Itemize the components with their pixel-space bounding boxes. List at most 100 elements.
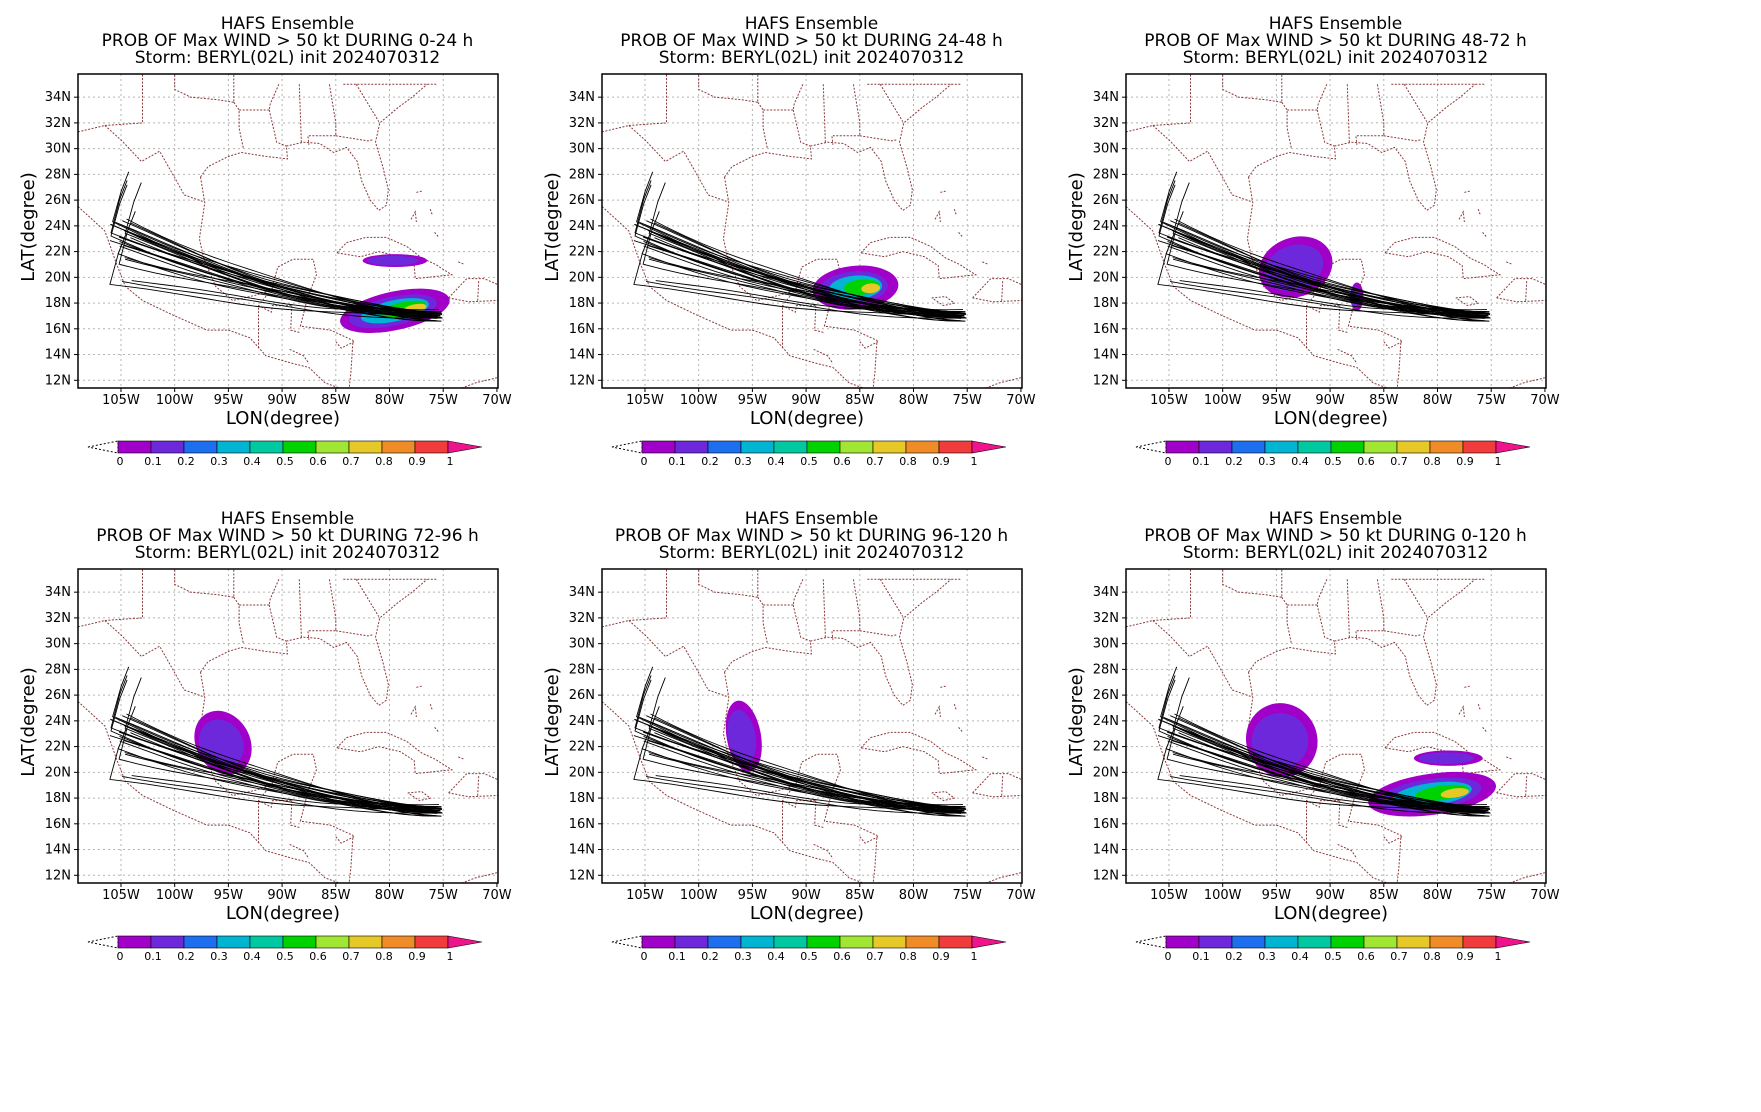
x-axis-label: LON(degree) (226, 903, 340, 924)
lat-tick-label: 24N (1093, 219, 1119, 234)
colorbar-label: 0.2 (701, 455, 719, 468)
coastline (434, 726, 440, 733)
colorbar-swatch (1297, 440, 1332, 454)
coastline (1308, 282, 1326, 304)
lat-tick-label: 32N (45, 116, 71, 131)
colorbar-label: 0.2 (1225, 950, 1243, 963)
map-panel-48-72: HAFS Ensemble PROB OF Max WIND > 50 kt DU… (1048, 0, 1635, 556)
colorbar-label: 0.5 (276, 455, 294, 468)
coastline (722, 671, 878, 883)
coastline (289, 843, 310, 859)
panel-subtitle: PROB OF Max WIND > 50 kt DURING 96-120 h (614, 526, 1009, 546)
colorbar-swatch (707, 440, 742, 454)
lon-tick-label: 85W (845, 888, 875, 903)
colorbar-swatch (150, 440, 185, 454)
ensemble-track (641, 748, 961, 817)
lat-tick-label: 32N (45, 611, 71, 626)
coastline (268, 604, 287, 642)
lat-tick-label: 22N (569, 245, 595, 260)
coastline (1477, 208, 1481, 216)
colorbar-label: 0 (117, 455, 124, 468)
lat-tick-label: 24N (45, 219, 71, 234)
coastline (1222, 569, 1282, 598)
coastline (298, 84, 302, 144)
coastline (298, 579, 302, 639)
coastline (1482, 726, 1488, 733)
ensemble-track (1179, 280, 1490, 314)
coastline (934, 705, 941, 718)
ensemble-track (124, 677, 442, 817)
lat-tick-label: 26N (569, 193, 595, 208)
y-axis-label: LAT(degree) (18, 172, 39, 281)
colorbar-label: 0.2 (1225, 455, 1243, 468)
ensemble-track (120, 224, 439, 312)
coastline (1152, 569, 1191, 621)
panel-storm: Storm: BERYL(02L) init 2024070312 (1182, 48, 1489, 68)
coastline (477, 281, 480, 302)
coastline (792, 84, 804, 111)
colorbar-swatch (839, 935, 874, 949)
map-panel-96-120: HAFS Ensemble PROB OF Max WIND > 50 kt DU… (524, 495, 1111, 1051)
coastline (757, 597, 768, 644)
colorbar-swatch (773, 935, 808, 949)
lat-tick-label: 32N (1093, 116, 1119, 131)
coastline (1455, 296, 1480, 307)
prob-area-inner (727, 709, 757, 764)
coastline (290, 305, 301, 334)
colorbar-label: 0.5 (1324, 950, 1342, 963)
panel-storm: Storm: BERYL(02L) init 2024070312 (658, 543, 965, 563)
coastline (822, 84, 826, 144)
colorbar-label: 0.9 (1456, 950, 1474, 963)
coastline (1001, 776, 1004, 797)
lat-tick-label: 28N (45, 167, 71, 182)
coastline (859, 341, 879, 349)
coastline (233, 102, 244, 149)
lat-tick-label: 24N (1093, 714, 1119, 729)
colorbar-low-arrow (1135, 440, 1167, 454)
coastline (602, 620, 630, 628)
y-axis-label: LAT(degree) (542, 667, 563, 776)
coastline (859, 836, 879, 844)
colorbar-label: 0 (117, 950, 124, 963)
x-axis-label: LON(degree) (750, 408, 864, 429)
coastline (1308, 777, 1326, 799)
lon-tick-label: 100W (1204, 888, 1242, 903)
coastline (1508, 377, 1546, 388)
ensemble-track (643, 236, 966, 313)
ensemble-track (647, 739, 965, 813)
lat-tick-label: 14N (569, 843, 595, 858)
lat-tick-label: 22N (569, 740, 595, 755)
lon-tick-label: 70W (1006, 393, 1036, 408)
colorbar-swatch (839, 440, 874, 454)
colorbar-swatch (1231, 935, 1266, 949)
lat-tick-label: 30N (1093, 142, 1119, 157)
coastline (1337, 348, 1358, 364)
coastline (940, 685, 946, 688)
coastline (602, 125, 630, 133)
colorbar-label: 0.8 (1423, 950, 1441, 963)
coastline (1246, 176, 1402, 388)
lat-tick-label: 32N (1093, 611, 1119, 626)
ensemble-track (126, 218, 443, 315)
lat-tick-label: 16N (45, 322, 71, 337)
colorbar-label: 0.1 (144, 950, 162, 963)
map-frame (77, 568, 499, 884)
panel-title: HAFS Ensemble (220, 509, 355, 529)
ensemble-track (1172, 677, 1490, 817)
ensemble-track (124, 182, 442, 322)
ensemble-track (110, 679, 442, 817)
coastline (934, 210, 941, 223)
colorbar-swatch (872, 440, 907, 454)
colorbar-swatch (740, 440, 775, 454)
coastline (972, 773, 1022, 798)
coastline (1383, 836, 1403, 844)
colorbar-label: 0.1 (1192, 455, 1210, 468)
lon-tick-label: 75W (429, 393, 459, 408)
colorbar-swatch (1330, 440, 1365, 454)
lat-tick-label: 20N (1093, 270, 1119, 285)
colorbar-swatch (183, 440, 218, 454)
coastline (1316, 604, 1335, 642)
coastline (792, 579, 804, 606)
colorbar-swatch (740, 935, 775, 949)
colorbar-high-arrow (1495, 935, 1531, 949)
